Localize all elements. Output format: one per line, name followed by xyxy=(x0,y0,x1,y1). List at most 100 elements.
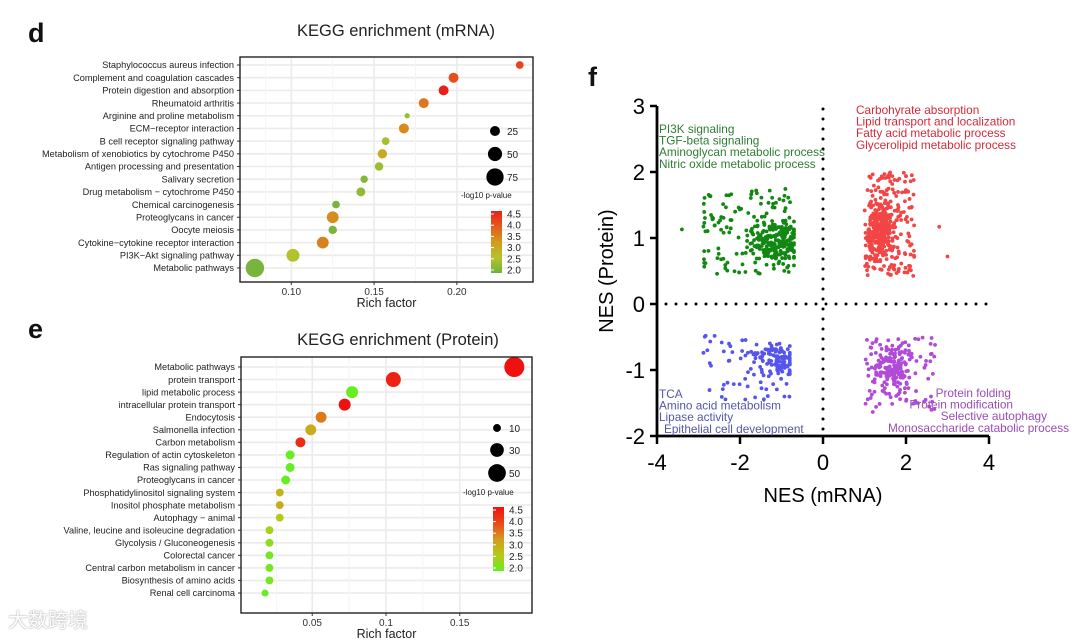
reference-line-dot xyxy=(821,277,825,281)
x-tick-label: 0 xyxy=(817,450,829,475)
scatter-point xyxy=(792,248,796,253)
scatter-point xyxy=(866,367,871,372)
scatter-point xyxy=(730,350,735,355)
scatter-point xyxy=(909,217,914,222)
y-tick-label: Antigen processing and presentation xyxy=(85,162,234,172)
scatter-point xyxy=(780,356,785,361)
reference-line-dot xyxy=(821,407,825,411)
scatter-point xyxy=(898,397,902,402)
scatter-point xyxy=(756,243,761,248)
scatter-point xyxy=(771,227,775,232)
bubble-point xyxy=(295,437,306,448)
scatter-point xyxy=(767,360,771,365)
scatter-point xyxy=(886,221,891,226)
scatter-point xyxy=(889,263,894,267)
reference-line-dot xyxy=(904,302,908,306)
scatter-point xyxy=(868,218,872,223)
scatter-point xyxy=(928,342,933,346)
scatter-point xyxy=(873,218,878,223)
scatter-point xyxy=(882,250,887,255)
scatter-point xyxy=(773,256,778,261)
color-legend-label: 4.5 xyxy=(509,506,523,517)
scatter-point xyxy=(888,395,893,400)
scatter-point xyxy=(873,197,878,202)
reference-line-dot xyxy=(821,167,825,171)
scatter-point xyxy=(907,357,912,362)
scatter-point xyxy=(882,237,887,241)
scatter-point xyxy=(871,256,875,261)
scatter-point xyxy=(889,212,894,217)
x-axis-label: Rich factor xyxy=(357,627,417,640)
y-tick-label: ECM−receptor interaction xyxy=(130,124,234,134)
scatter-point xyxy=(880,389,885,393)
bubble-point xyxy=(381,137,390,145)
reference-line-dot xyxy=(821,337,825,341)
reference-line-dot xyxy=(914,302,918,306)
bubble-point xyxy=(261,589,269,597)
scatter-point xyxy=(923,363,928,367)
y-axis-label: NES (Protein) xyxy=(596,209,618,332)
reference-line-dot xyxy=(821,247,825,251)
scatter-point xyxy=(883,214,888,218)
scatter-point xyxy=(787,245,792,249)
bubble-point xyxy=(448,72,459,83)
scatter-point xyxy=(711,216,716,221)
y-tick-label: Cytokine−cytokine receptor interaction xyxy=(78,238,234,248)
bubble-point xyxy=(356,187,366,197)
scatter-point xyxy=(740,349,745,353)
reference-line-dot xyxy=(704,302,708,306)
scatter-point xyxy=(883,228,888,233)
scatter-point xyxy=(886,347,891,352)
scatter-point xyxy=(898,381,903,386)
scatter-point xyxy=(878,258,883,262)
y-tick-label: protein transport xyxy=(168,375,235,385)
bubble-point xyxy=(275,513,284,522)
size-legend-dot xyxy=(487,146,503,162)
color-legend-label: 3.0 xyxy=(509,540,523,551)
scatter-point xyxy=(787,215,792,220)
scatter-point xyxy=(776,371,781,376)
scatter-point xyxy=(878,267,883,272)
scatter-point xyxy=(911,248,916,253)
scatter-point xyxy=(764,211,769,216)
scatter-point xyxy=(877,202,882,207)
reference-line-dot xyxy=(821,137,825,141)
y-tick-label: Rheumatoid arthritis xyxy=(152,98,235,108)
scatter-point xyxy=(881,357,886,362)
reference-line-dot xyxy=(874,302,878,306)
reference-line-dot xyxy=(894,302,898,306)
scatter-point xyxy=(751,251,756,256)
reference-line-dot xyxy=(724,302,728,306)
scatter-point xyxy=(752,238,756,243)
scatter-point xyxy=(922,399,926,404)
scatter-point xyxy=(905,270,910,275)
reference-line-dot xyxy=(694,302,698,306)
reference-line-dot xyxy=(821,367,825,371)
scatter-point xyxy=(892,221,897,225)
reference-line-dot xyxy=(934,302,938,306)
cluster-annotation: Aminoglycan metabolic process xyxy=(659,145,825,159)
color-bar xyxy=(493,507,504,571)
bubble-point xyxy=(385,372,401,388)
reference-line-dot xyxy=(821,297,825,301)
scatter-point xyxy=(783,218,788,223)
scatter-point xyxy=(774,387,779,392)
scatter-point xyxy=(869,392,874,397)
scatter-point xyxy=(719,340,724,345)
scatter-point xyxy=(916,337,921,342)
scatter-point xyxy=(873,366,877,371)
scatter-point xyxy=(754,342,759,347)
scatter-point xyxy=(781,238,786,243)
scatter-point xyxy=(782,394,787,399)
scatter-point xyxy=(724,225,729,230)
scatter-point xyxy=(874,339,878,344)
scatter-point xyxy=(886,267,891,272)
scatter-point xyxy=(882,264,886,268)
scatter-point xyxy=(890,187,895,192)
scatter-point xyxy=(893,354,898,359)
scatter-point xyxy=(759,244,764,248)
scatter-point xyxy=(767,224,772,229)
scatter-point xyxy=(870,172,875,177)
scatter-point xyxy=(733,209,738,214)
bubble-point xyxy=(398,123,409,134)
